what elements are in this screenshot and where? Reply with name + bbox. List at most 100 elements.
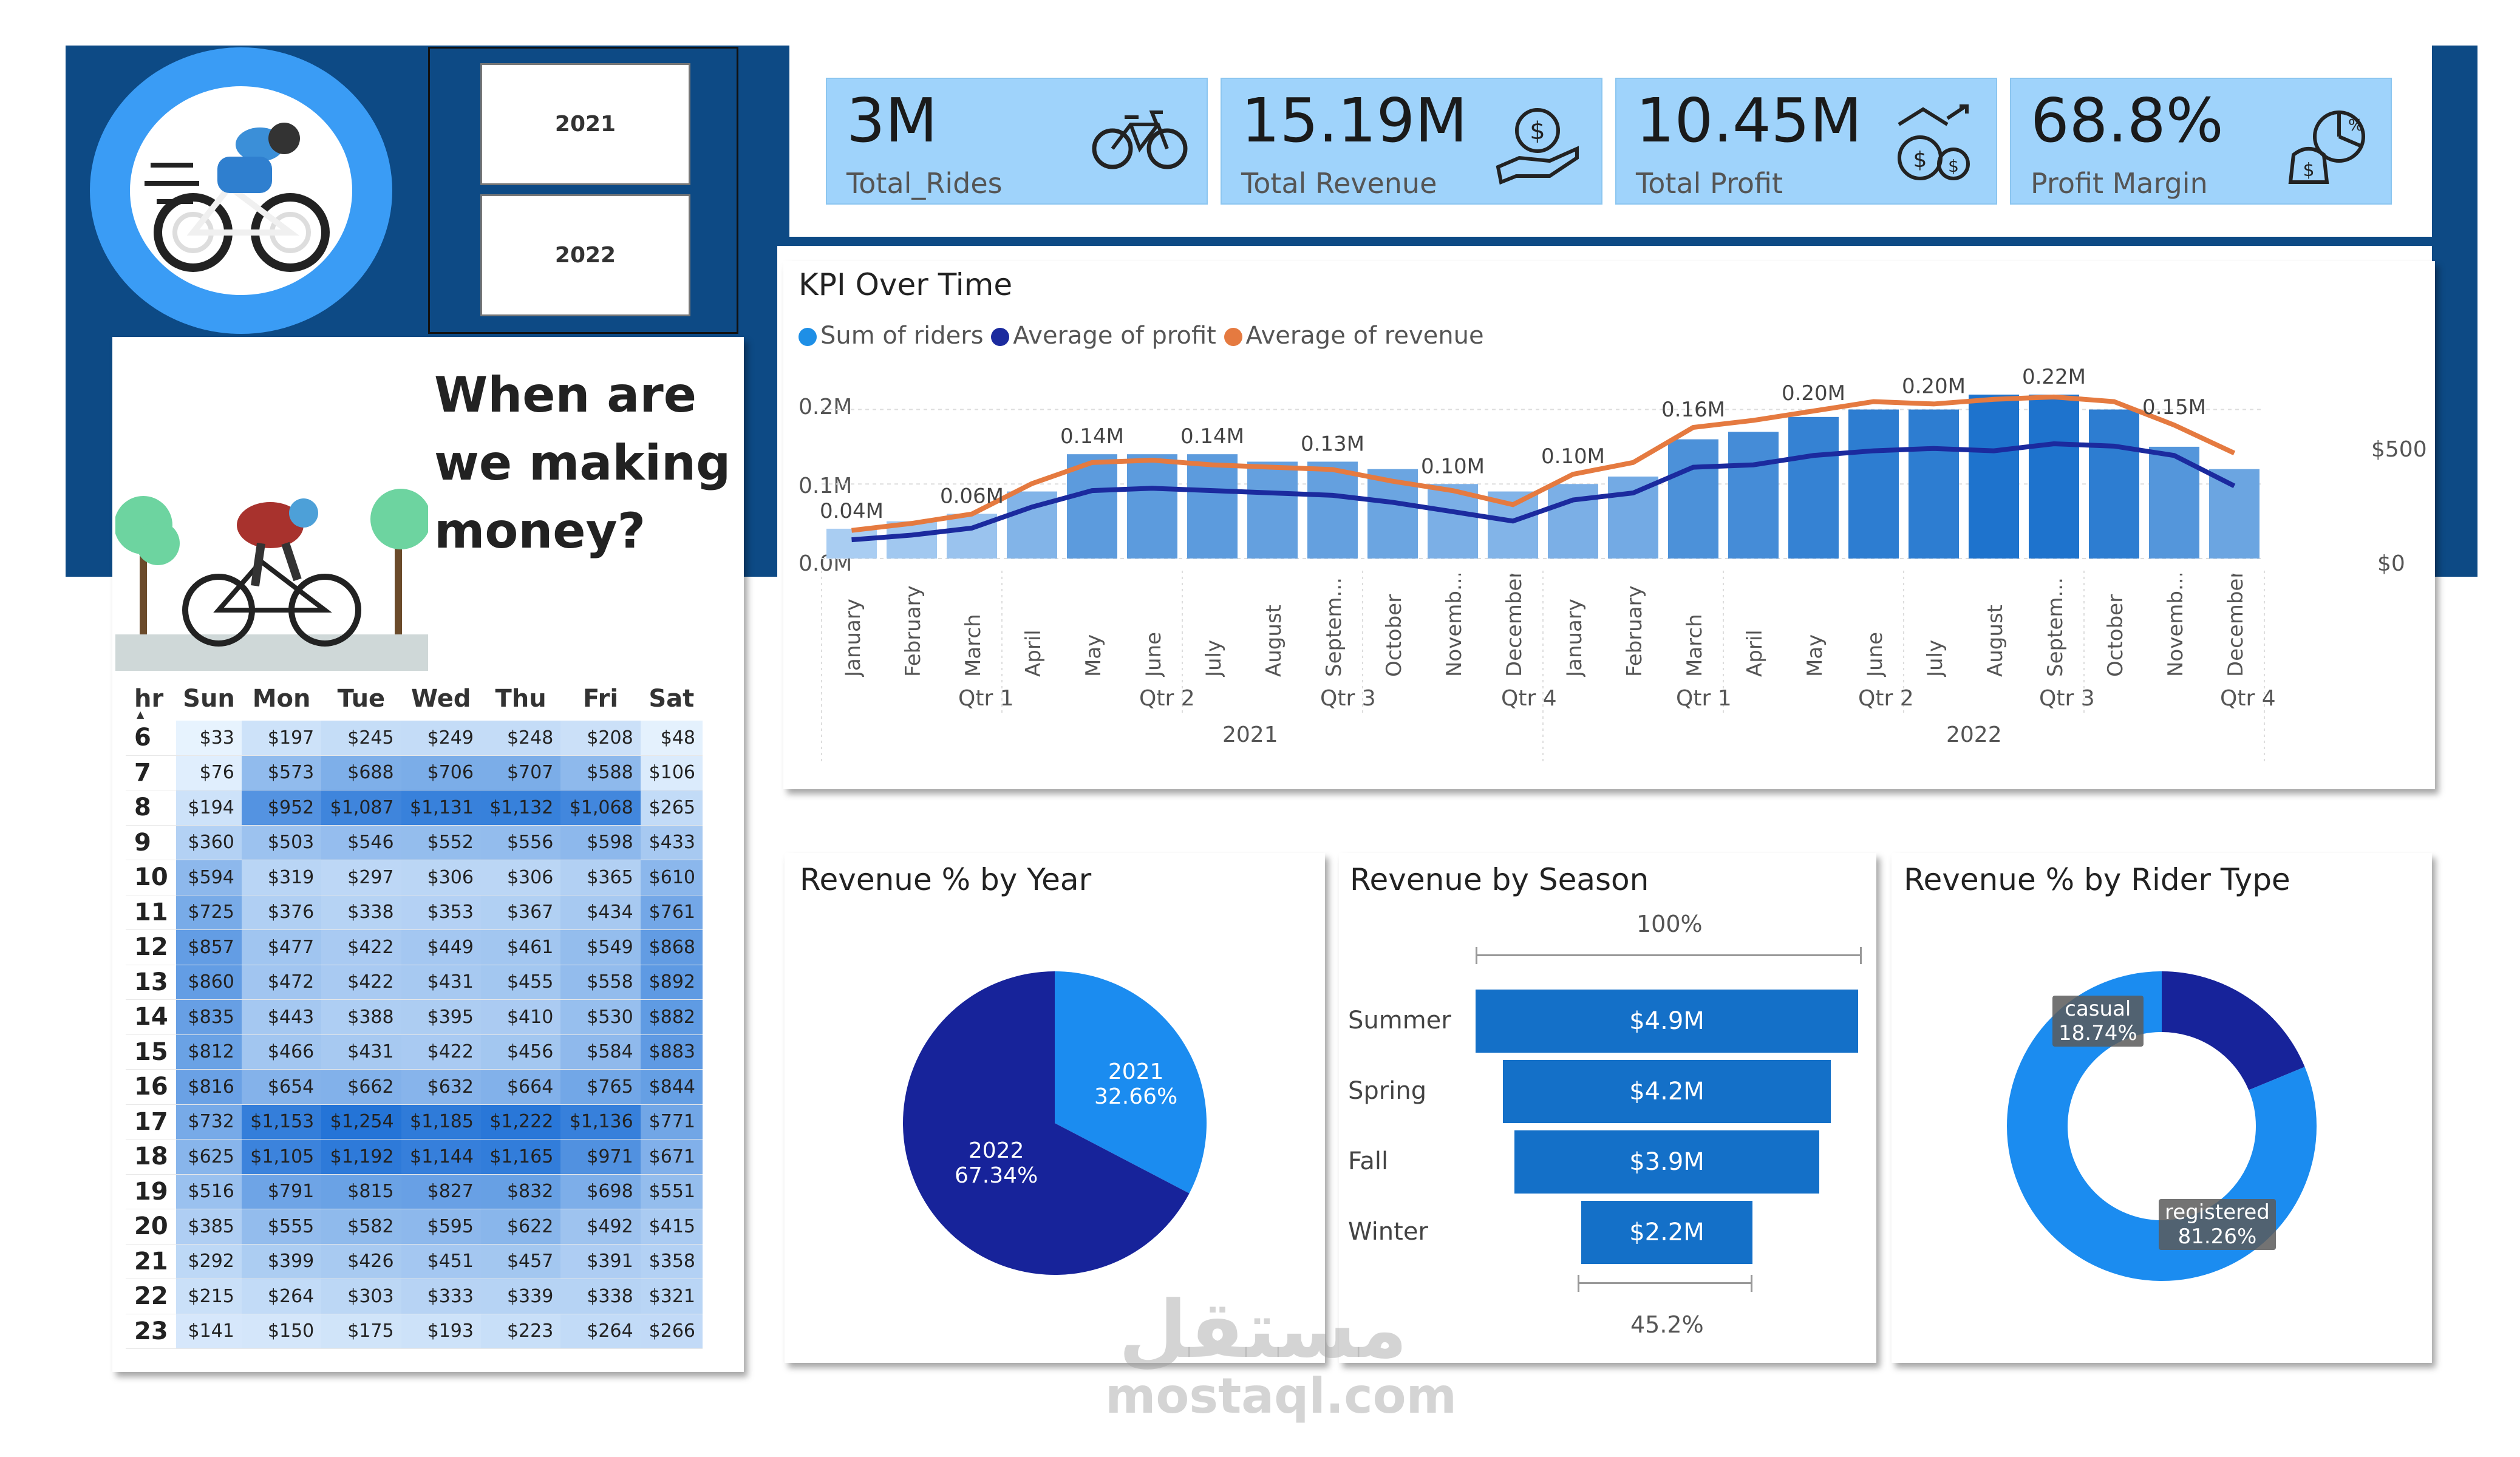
day-column-header[interactable]: Fri — [582, 685, 619, 713]
data-label: 0.04M — [820, 499, 884, 523]
revenue-line[interactable] — [851, 394, 2236, 533]
heatmap-cell: $582 — [321, 1209, 401, 1245]
watermark-latin: mostaql.com — [1105, 1368, 1457, 1424]
quarter-label: Qtr 2 — [1139, 686, 1195, 711]
profit-line[interactable] — [851, 441, 2236, 543]
heatmap-cell: $664 — [480, 1069, 561, 1105]
rider-bar[interactable] — [1127, 454, 1177, 559]
heatmap-cell: $625 — [176, 1139, 242, 1175]
heatmap-cell: $449 — [401, 929, 481, 965]
kpi-card-profit-margin: 68.8% Profit Margin % $ — [2010, 78, 2392, 205]
hour-cell: 18 — [126, 1139, 177, 1175]
hour-cell: 13 — [126, 965, 177, 1000]
heatmap-cell: $48 — [640, 721, 703, 756]
rider-bar[interactable] — [1848, 409, 1899, 559]
rider-bar[interactable] — [826, 528, 877, 559]
funnel-bar[interactable]: $4.2M — [1503, 1060, 1831, 1123]
data-label: 0.14M — [1180, 424, 1244, 449]
pie-slice[interactable] — [1055, 971, 1207, 1194]
heatmap-cell: $584 — [560, 1034, 641, 1070]
month-label: April — [1021, 630, 1046, 677]
rider-bar[interactable] — [1969, 395, 2019, 559]
heatmap-cell: $395 — [401, 999, 481, 1035]
heatmap-cell: $516 — [176, 1174, 242, 1209]
heatmap-cell: $573 — [241, 755, 322, 790]
heatmap-cell: $456 — [480, 1034, 561, 1070]
heatmap-cell: $33 — [176, 721, 242, 756]
rider-bar[interactable] — [2029, 395, 2079, 559]
heatmap-cell: $1,136 — [560, 1104, 641, 1139]
rider-bar[interactable] — [2209, 469, 2259, 559]
heatmap-cell: $264 — [560, 1314, 641, 1349]
month-label: February — [1622, 585, 1647, 677]
rider-bar[interactable] — [1247, 461, 1298, 559]
rider-bar[interactable] — [2089, 409, 2139, 559]
heatmap-cell: $707 — [480, 755, 561, 790]
rider-bar[interactable] — [1187, 454, 1238, 559]
heatmap-cell: $433 — [640, 825, 703, 860]
day-column-header[interactable]: Wed — [411, 685, 471, 713]
rider-bar[interactable] — [1067, 454, 1117, 559]
table-row: 11 $725 $376 $338 $353 $367 $434 $761 — [126, 895, 703, 930]
day-column-header[interactable]: Sat — [649, 685, 695, 713]
kpi-value: 10.45M — [1636, 85, 1862, 156]
rider-bar[interactable] — [1909, 409, 1959, 559]
heatmap-cell: $671 — [640, 1139, 703, 1175]
quarter-label: Qtr 4 — [1501, 686, 1557, 711]
rider-bar[interactable] — [1668, 439, 1718, 559]
heatmap-cell: $197 — [241, 721, 322, 756]
kpi-card-total-profit: 10.45M Total Profit $ $ — [1615, 78, 1997, 205]
y-axis-tick: 0.1M — [799, 474, 853, 498]
year-label: 2022 — [1946, 722, 2002, 747]
donut-segment[interactable] — [2007, 971, 2317, 1281]
month-label: April — [1742, 630, 1767, 677]
heatmap-cell: $832 — [480, 1174, 561, 1209]
heatmap-cell: $472 — [241, 965, 322, 1000]
day-column-header[interactable]: Sun — [183, 685, 235, 713]
year-2021-button[interactable]: 2021 — [480, 63, 690, 185]
quarter-label: Qtr 2 — [1858, 686, 1914, 711]
year-2022-button[interactable]: 2022 — [480, 194, 690, 316]
kpi-label: Total_Rides — [846, 167, 1003, 200]
legend-item-profit[interactable]: Average of profit — [991, 322, 1216, 350]
rider-bar[interactable] — [1608, 477, 1658, 559]
heatmap-cell: $306 — [401, 860, 481, 895]
heatmap-cell: $461 — [480, 929, 561, 965]
month-label: June — [1141, 631, 1166, 677]
heatmap-cell: $431 — [401, 965, 481, 1000]
funnel-category-label: Winter — [1348, 1218, 1428, 1246]
table-row: 15 $812 $466 $431 $422 $456 $584 $883 — [126, 1034, 703, 1070]
rider-bar[interactable] — [1548, 484, 1598, 559]
funnel-bar[interactable]: $3.9M — [1514, 1130, 1819, 1194]
heatmap-cell: $706 — [401, 755, 481, 790]
sort-ascending-icon[interactable]: ▲ — [137, 708, 145, 720]
heatmap-title-line: we making — [434, 435, 731, 491]
hour-cell: 19 — [126, 1174, 177, 1209]
legend-item-revenue[interactable]: Average of revenue — [1224, 322, 1484, 350]
legend-item-riders[interactable]: Sum of riders — [799, 322, 984, 350]
funnel-bar[interactable]: $4.9M — [1476, 990, 1858, 1053]
rider-bar[interactable] — [1788, 416, 1839, 559]
pie-slice[interactable] — [903, 971, 1190, 1275]
table-row: 13 $860 $472 $422 $431 $455 $558 $892 — [126, 965, 703, 1000]
data-label: 0.15M — [2142, 395, 2206, 419]
hr-column-header[interactable]: hr ▲ — [134, 685, 164, 720]
heatmap-cell: $1,132 — [480, 790, 561, 826]
day-column-header[interactable]: Tue — [337, 685, 386, 713]
heatmap-cell: $971 — [560, 1139, 641, 1175]
heatmap-cell: $588 — [560, 755, 641, 790]
chart-title: Revenue % by Rider Type — [1904, 862, 2290, 897]
funnel-bar[interactable]: $2.2M — [1581, 1201, 1753, 1264]
heatmap-cell: $595 — [401, 1209, 481, 1245]
heatmap-cell: $410 — [480, 999, 561, 1035]
day-column-header[interactable]: Thu — [495, 685, 547, 713]
chart-title: Revenue % by Year — [800, 862, 1092, 897]
hour-cell: 23 — [126, 1314, 177, 1349]
data-label: 0.16M — [1661, 398, 1725, 422]
hour-cell: 6 — [126, 721, 177, 756]
month-label: March — [961, 614, 986, 677]
rider-bar[interactable] — [1307, 461, 1358, 559]
day-column-header[interactable]: Mon — [252, 685, 311, 713]
heatmap-cell: $306 — [480, 860, 561, 895]
rider-bar[interactable] — [1728, 432, 1779, 559]
